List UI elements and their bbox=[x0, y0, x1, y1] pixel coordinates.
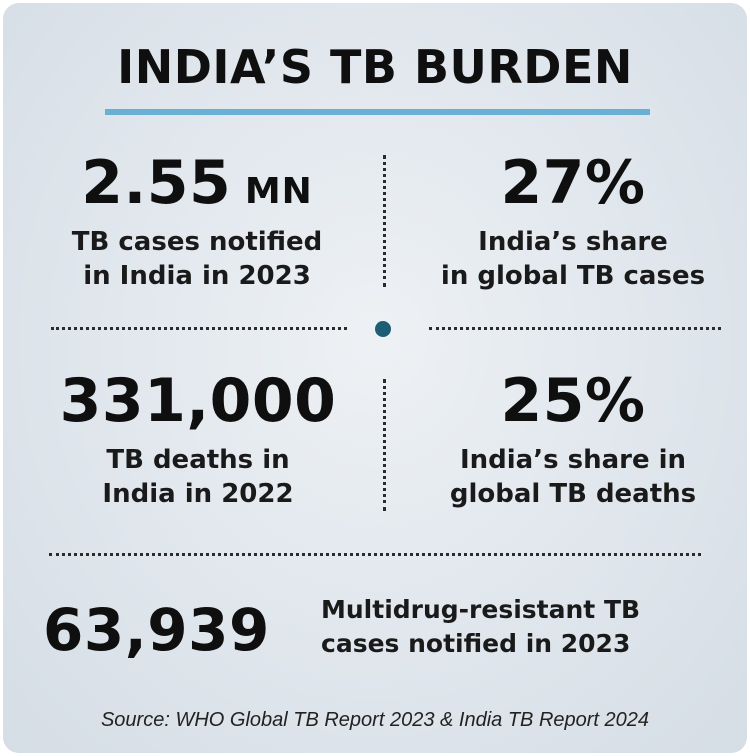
title-underline bbox=[105, 109, 650, 115]
horizontal-divider-left bbox=[51, 327, 347, 330]
stat-share-cases: 27% India’s share in global TB cases bbox=[399, 153, 747, 293]
caption-line: in India in 2023 bbox=[83, 261, 311, 291]
caption-line: global TB deaths bbox=[449, 479, 697, 509]
caption-line: India’s share in bbox=[459, 445, 687, 475]
stat-value: 2.55 MN bbox=[23, 153, 371, 213]
stat-cases-notified: 2.55 MN TB cases notified in India in 20… bbox=[23, 153, 371, 293]
vertical-divider-top bbox=[383, 155, 386, 287]
stat-unit: MN bbox=[244, 171, 313, 212]
horizontal-divider-lower bbox=[49, 553, 701, 556]
stat-caption: India’s share in global TB cases bbox=[399, 225, 747, 293]
center-dot bbox=[375, 321, 391, 337]
stat-caption: Multidrug-resistant TB cases notified in… bbox=[321, 593, 640, 661]
caption-line: in global TB cases bbox=[440, 261, 706, 291]
caption-line: India’s share bbox=[478, 227, 668, 257]
horizontal-divider-right bbox=[429, 327, 721, 330]
stat-share-deaths: 25% India’s share in global TB deaths bbox=[399, 371, 747, 511]
caption-line: India in 2022 bbox=[102, 479, 294, 509]
stat-caption: India’s share in global TB deaths bbox=[399, 443, 747, 511]
caption-line: Multidrug-resistant TB bbox=[321, 595, 641, 624]
stat-deaths: 331,000 TB deaths in India in 2022 bbox=[17, 371, 379, 511]
stat-value: 27% bbox=[500, 148, 646, 218]
stat-caption: TB deaths in India in 2022 bbox=[17, 443, 379, 511]
infographic-title: INDIA’S TB BURDEN bbox=[117, 40, 633, 94]
stat-value: 63,939 bbox=[43, 596, 270, 664]
source-note: Source: WHO Global TB Report 2023 & Indi… bbox=[100, 709, 650, 731]
stat-value: 331,000 bbox=[59, 366, 337, 436]
stat-value: 25% bbox=[500, 366, 646, 436]
stat-number: 2.55 bbox=[81, 148, 232, 218]
caption-line: TB cases notified bbox=[71, 227, 323, 257]
caption-line: cases notified in 2023 bbox=[321, 629, 631, 658]
stat-caption: TB cases notified in India in 2023 bbox=[23, 225, 371, 293]
stat-mdr: 63,939 Multidrug-resistant TB cases noti… bbox=[43, 589, 733, 689]
vertical-divider-bottom bbox=[383, 379, 386, 511]
infographic-card: INDIA’S TB BURDEN 2.55 MN TB cases notif… bbox=[3, 3, 747, 753]
caption-line: TB deaths in bbox=[106, 445, 290, 475]
